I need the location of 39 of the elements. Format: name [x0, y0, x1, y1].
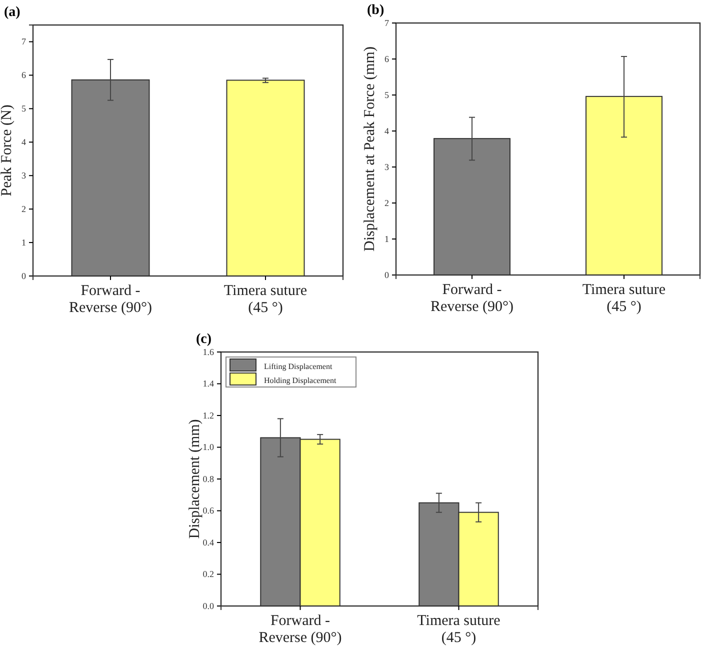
x-tick-label: Forward - Reverse (90°) [68, 283, 152, 316]
y-tick-label: 0 [384, 270, 390, 280]
y-tick-label: 0.6 [202, 506, 214, 516]
y-tick-label: 0.8 [202, 474, 214, 484]
y-tick-label: 0 [22, 270, 26, 281]
y-tick-label: 1.0 [202, 442, 214, 452]
x-tick-label: Timera suture (45 °) [582, 282, 666, 315]
y-axis-title: Displacement (mm) [187, 419, 203, 539]
y-tick-label: 4 [384, 126, 390, 136]
y-tick-label: 0.0 [202, 600, 214, 611]
y-axis-title: Displacement at Peak Force (mm) [362, 46, 378, 252]
y-tick-label: 5 [384, 90, 390, 100]
y-axis-title: Peak Force (N) [0, 104, 15, 196]
y-tick-label: 6 [22, 70, 26, 80]
y-tick-label: 1.2 [202, 410, 214, 420]
y-tick-label: 1.6 [202, 346, 214, 357]
y-tick-label: 3 [384, 162, 390, 172]
legend-label: Lifting Displacement [264, 362, 333, 371]
y-tick-label: 1 [384, 234, 389, 244]
chart-title: (a) [4, 5, 21, 20]
chart-title: (c) [196, 332, 212, 347]
x-tick-label: Forward - Reverse (90°) [258, 613, 342, 646]
y-tick-label: 2 [22, 204, 26, 214]
y-tick-label: 1.4 [202, 378, 214, 389]
y-tick-label: 7 [22, 36, 26, 47]
y-tick-label: 4 [22, 137, 26, 148]
chart-title: (b) [367, 3, 384, 18]
y-tick-label: 6 [384, 54, 390, 64]
x-tick-label: Forward - Reverse (90°) [430, 282, 514, 315]
y-tick-label: 0.2 [202, 569, 214, 580]
y-tick-label: 3 [22, 170, 26, 180]
y-tick-label: 2 [384, 198, 389, 208]
x-tick-label: Timera suture (45 °) [417, 613, 501, 646]
y-tick-label: 5 [22, 104, 26, 114]
y-tick-label: 1 [22, 237, 26, 248]
y-tick-label: 0.4 [202, 537, 214, 548]
x-tick-label: Timera suture (45 °) [224, 283, 308, 316]
legend-label: Holding Displacement [264, 376, 337, 385]
y-tick-label: 7 [384, 18, 390, 28]
